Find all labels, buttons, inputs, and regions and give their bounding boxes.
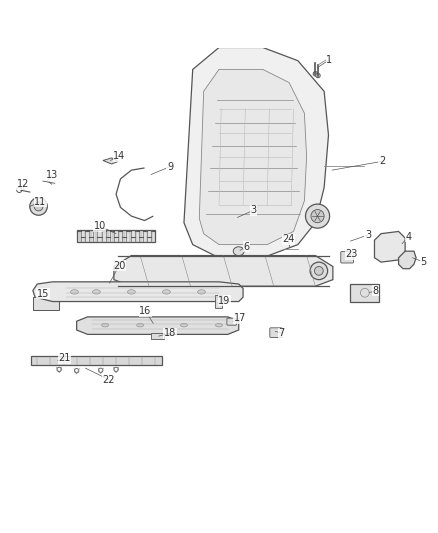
- Ellipse shape: [137, 324, 144, 327]
- Polygon shape: [114, 255, 333, 286]
- Ellipse shape: [198, 290, 205, 294]
- Polygon shape: [199, 69, 307, 245]
- Text: 4: 4: [405, 232, 411, 242]
- Text: 21: 21: [59, 353, 71, 364]
- FancyBboxPatch shape: [341, 252, 353, 263]
- Text: 23: 23: [345, 249, 357, 259]
- Ellipse shape: [305, 204, 330, 228]
- Text: 17: 17: [234, 313, 246, 323]
- Text: 22: 22: [102, 375, 115, 384]
- Polygon shape: [374, 231, 405, 262]
- Text: 12: 12: [17, 179, 29, 189]
- Polygon shape: [33, 282, 243, 302]
- Text: 19: 19: [218, 296, 230, 305]
- Ellipse shape: [316, 74, 320, 78]
- FancyBboxPatch shape: [77, 230, 155, 243]
- Ellipse shape: [233, 247, 244, 255]
- Ellipse shape: [314, 266, 323, 275]
- Ellipse shape: [30, 198, 47, 215]
- Text: 16: 16: [139, 306, 152, 316]
- FancyBboxPatch shape: [151, 333, 164, 339]
- FancyBboxPatch shape: [350, 284, 379, 302]
- FancyBboxPatch shape: [270, 328, 282, 337]
- Ellipse shape: [313, 71, 318, 76]
- Polygon shape: [77, 317, 239, 334]
- Text: 8: 8: [373, 286, 379, 296]
- Text: 2: 2: [379, 156, 385, 166]
- FancyBboxPatch shape: [31, 356, 162, 365]
- Text: 6: 6: [243, 242, 249, 252]
- Text: 5: 5: [420, 257, 427, 267]
- Text: 11: 11: [34, 197, 46, 207]
- Text: 3: 3: [365, 230, 371, 240]
- FancyBboxPatch shape: [33, 297, 59, 310]
- Text: 14: 14: [113, 151, 125, 161]
- Ellipse shape: [310, 262, 328, 280]
- Text: 13: 13: [46, 171, 58, 180]
- Ellipse shape: [34, 202, 43, 211]
- Text: 20: 20: [113, 261, 125, 271]
- Polygon shape: [103, 158, 118, 164]
- Ellipse shape: [215, 324, 223, 327]
- Polygon shape: [399, 251, 416, 269]
- Ellipse shape: [162, 290, 170, 294]
- FancyBboxPatch shape: [227, 318, 237, 325]
- Text: 18: 18: [164, 328, 176, 338]
- Text: 1: 1: [326, 55, 332, 65]
- Ellipse shape: [92, 290, 100, 294]
- Text: 10: 10: [94, 221, 106, 231]
- FancyBboxPatch shape: [215, 295, 222, 308]
- Ellipse shape: [311, 209, 324, 223]
- Text: 3: 3: [250, 205, 256, 215]
- Polygon shape: [184, 47, 328, 258]
- Ellipse shape: [71, 290, 78, 294]
- Text: 9: 9: [167, 161, 173, 172]
- Ellipse shape: [102, 324, 109, 327]
- Text: 7: 7: [279, 328, 285, 338]
- Ellipse shape: [127, 290, 135, 294]
- Text: 15: 15: [37, 289, 49, 298]
- Ellipse shape: [180, 324, 187, 327]
- Text: 24: 24: [282, 235, 294, 244]
